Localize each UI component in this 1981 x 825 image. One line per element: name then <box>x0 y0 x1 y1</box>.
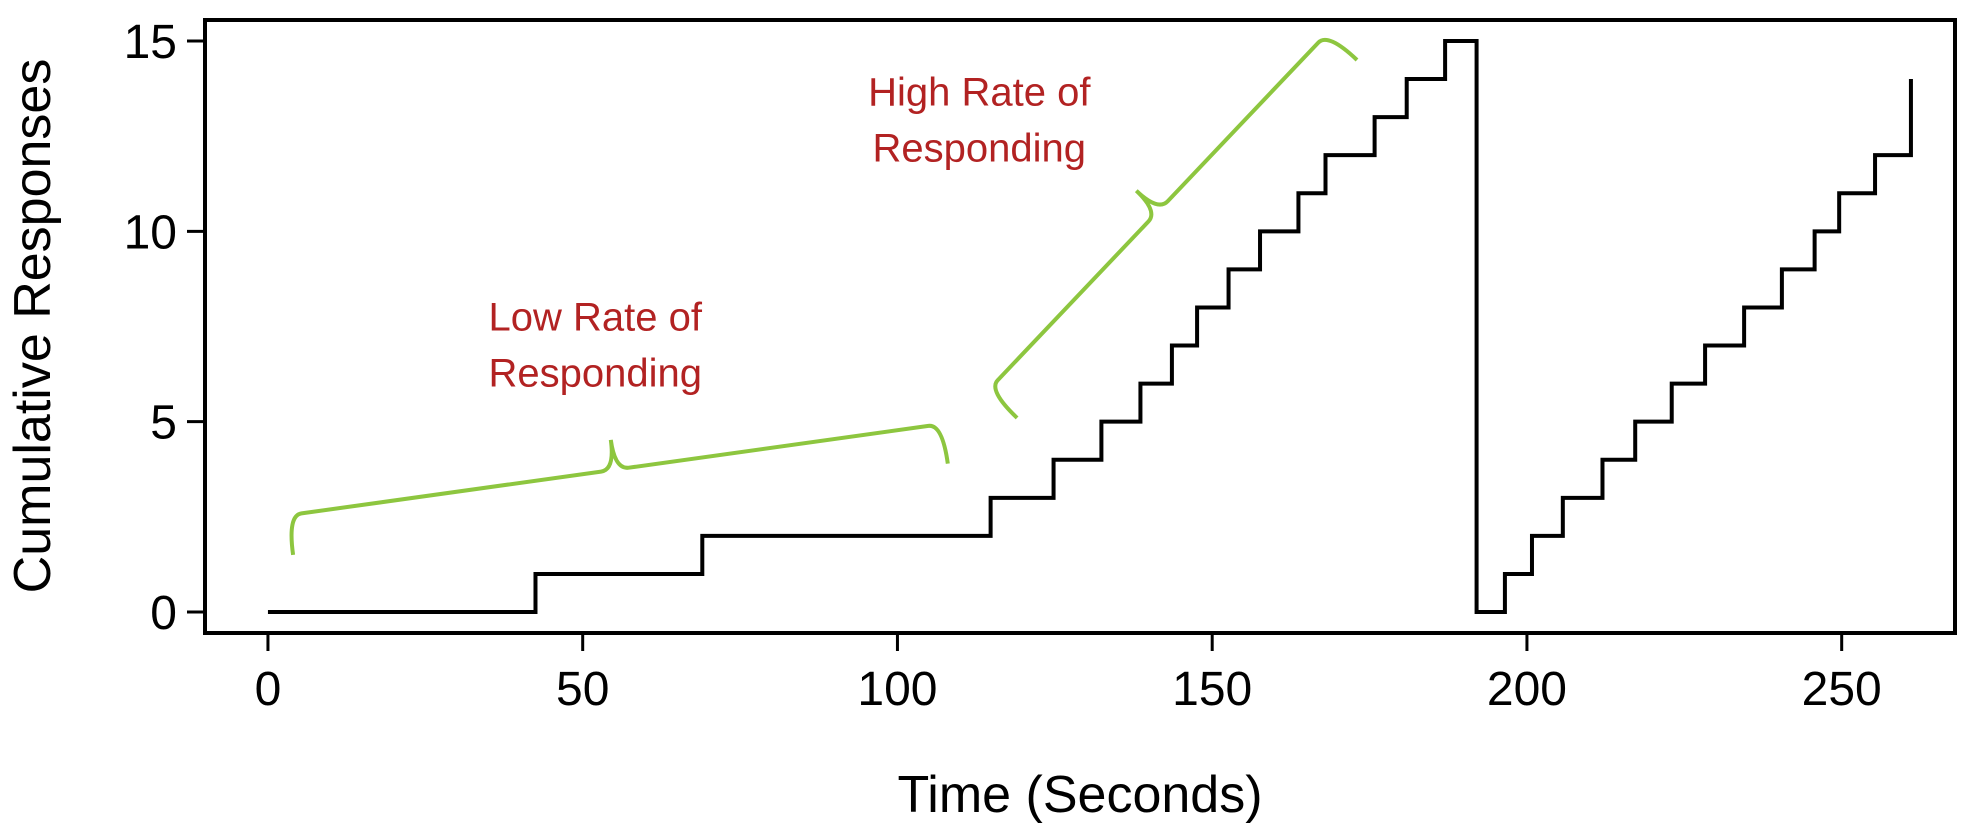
y-axis: 0 5 10 15 <box>124 16 205 640</box>
y-axis-title: Cumulative Responses <box>4 59 62 594</box>
annotation-brace <box>993 37 1359 420</box>
x-axis: 0 50 100 150 200 250 <box>255 633 1882 716</box>
y-tick-label: 0 <box>150 587 177 640</box>
series-layer <box>267 38 1913 615</box>
y-tick-label: 15 <box>124 16 177 69</box>
x-tick-label: 0 <box>255 663 282 716</box>
annotation-label: Low Rate of Responding <box>489 295 703 395</box>
annotations: Low Rate of Responding High Rate of Respond… <box>489 71 1092 396</box>
annotation-line: Responding <box>489 351 703 395</box>
x-tick-label: 50 <box>556 663 609 716</box>
y-tick-label: 10 <box>124 206 177 259</box>
cumulative-step-line <box>267 38 1913 615</box>
annotation-label: High Rate of Responding <box>868 71 1091 171</box>
x-axis-title: Time (Seconds) <box>897 766 1262 824</box>
x-tick-label: 100 <box>857 663 937 716</box>
annotation-brace <box>289 423 950 556</box>
plot-frame <box>203 18 1957 635</box>
x-tick-label: 200 <box>1487 663 1567 716</box>
x-tick-label: 250 <box>1802 663 1882 716</box>
annotation-braces <box>289 37 1359 556</box>
annotation-line: Responding <box>873 127 1087 171</box>
annotation-line: Low Rate of <box>489 295 703 339</box>
annotation-line: High Rate of <box>868 71 1091 115</box>
x-tick-label: 150 <box>1172 663 1252 716</box>
y-tick-label: 5 <box>150 397 177 450</box>
